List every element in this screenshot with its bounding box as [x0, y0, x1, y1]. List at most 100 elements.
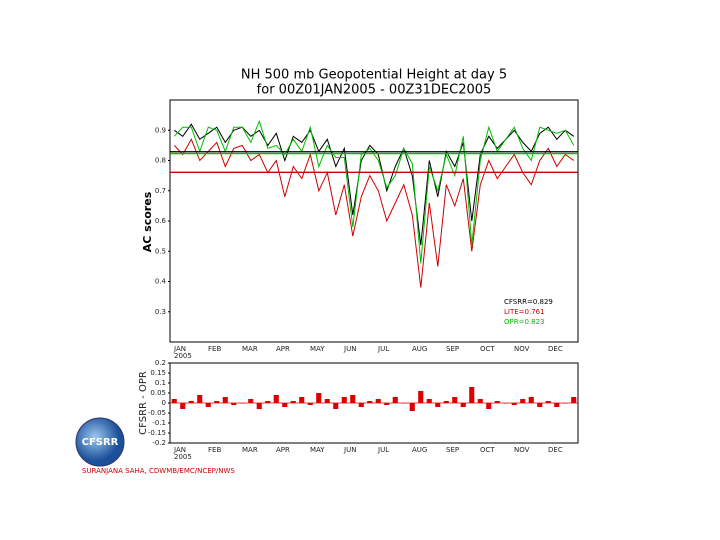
x-tick-label: MAR [242, 446, 258, 454]
y-tick-label: 0.4 [155, 278, 167, 286]
x-tick-label: JAN [173, 446, 186, 454]
bar [265, 401, 271, 403]
x-tick-label: 2005 [174, 453, 192, 461]
x-tick-label: SEP [446, 446, 459, 454]
bar [452, 397, 458, 403]
bar [290, 401, 296, 403]
bar [222, 397, 228, 403]
bar [554, 403, 560, 407]
bar [401, 403, 407, 404]
bar [375, 399, 381, 403]
y-tick-label: 0.8 [155, 157, 166, 165]
bar [545, 401, 551, 403]
bar [307, 403, 313, 405]
chart-title: NH 500 mb Geopotential Height at day 5 [241, 68, 507, 83]
bar [248, 399, 254, 403]
data-line [173, 119, 575, 264]
bar [214, 401, 220, 403]
x-tick-label: JUL [377, 446, 389, 454]
legend-entry: CFSRR=0.829 [504, 298, 553, 306]
x-tick-label: AUG [412, 345, 427, 353]
bar [435, 403, 441, 407]
x-tick-label: MAY [310, 345, 325, 353]
bar [205, 403, 211, 407]
y-axis-title: CFSRR - OPR [138, 371, 149, 435]
bar [460, 403, 466, 407]
y-tick-label: 0.1 [155, 379, 166, 387]
data-line [174, 123, 575, 246]
x-tick-label: DEC [548, 446, 563, 454]
bar [409, 403, 415, 411]
y-axis-title: AC scores [141, 191, 154, 252]
x-tick-label: JUN [343, 345, 356, 353]
bar [528, 397, 534, 403]
bar [299, 397, 305, 403]
x-tick-label: NOV [514, 345, 530, 353]
y-tick-label: -0.15 [148, 429, 166, 437]
y-tick-label: 0.9 [155, 126, 166, 134]
bar [571, 397, 577, 403]
bar [469, 387, 475, 403]
x-tick-label: JUL [377, 345, 389, 353]
data-line [173, 138, 575, 288]
x-tick-label: JUN [343, 446, 356, 454]
y-tick-label: 0.2 [155, 359, 166, 367]
y-tick-label: 0.15 [150, 369, 166, 377]
y-tick-label: -0.1 [152, 419, 166, 427]
bar [197, 395, 203, 403]
bar [418, 391, 424, 403]
bar [537, 403, 543, 407]
x-tick-label: DEC [548, 345, 563, 353]
x-tick-label: 2005 [174, 352, 192, 360]
y-tick-label: 0.5 [155, 247, 166, 255]
logo [75, 417, 125, 467]
bar [486, 403, 492, 409]
logo-text: CFSRR [82, 437, 119, 448]
bar [324, 399, 330, 403]
x-tick-label: FEB [208, 446, 221, 454]
y-tick-label: 0.6 [155, 217, 167, 225]
bar [239, 403, 245, 404]
x-tick-label: MAY [310, 446, 325, 454]
x-tick-label: AUG [412, 446, 427, 454]
bar [333, 403, 339, 409]
bar [273, 395, 279, 403]
x-tick-label: APR [276, 446, 290, 454]
bar [282, 403, 288, 407]
y-tick-label: -0.2 [152, 439, 166, 447]
bar [350, 395, 356, 403]
y-tick-label: 0 [162, 399, 166, 407]
legend-entry: OPR=0.823 [504, 318, 545, 326]
bar [392, 397, 398, 403]
bar [520, 399, 526, 403]
credit: SURANJANA SAHA, CDWMB/EMC/NCEP/NWS [82, 467, 235, 475]
x-tick-label: MAR [242, 345, 258, 353]
x-tick-label: JAN [173, 345, 186, 353]
bar [171, 399, 177, 403]
bar [316, 393, 322, 403]
legend-entry: LITE=0.761 [504, 308, 545, 316]
bar [358, 403, 364, 407]
x-tick-label: SEP [446, 345, 459, 353]
bar [511, 403, 517, 405]
bar [494, 401, 500, 403]
bar [426, 399, 432, 403]
bar [443, 401, 449, 403]
bar [367, 401, 373, 403]
y-tick-label: -0.05 [148, 409, 166, 417]
bar [341, 397, 347, 403]
bar [256, 403, 262, 409]
x-tick-label: OCT [480, 446, 495, 454]
bar [188, 401, 194, 403]
bar [180, 403, 186, 409]
x-tick-label: OCT [480, 345, 495, 353]
y-tick-label: 0.7 [155, 187, 166, 195]
bar [562, 403, 568, 404]
x-tick-label: NOV [514, 446, 530, 454]
chart-subtitle: for 00Z01JAN2005 - 00Z31DEC2005 [257, 83, 492, 98]
bar [477, 399, 483, 403]
bar [384, 403, 390, 405]
bar [503, 403, 509, 404]
x-tick-label: APR [276, 345, 290, 353]
